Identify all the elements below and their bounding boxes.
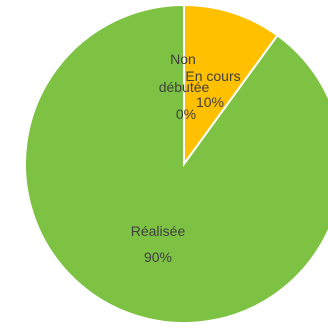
label-realisee-name: Réalisée — [131, 223, 186, 239]
label-non-debutee-value: 0% — [176, 106, 196, 122]
label-en-cours-value: 10% — [196, 94, 224, 110]
slice-realisee — [24, 3, 328, 324]
pie-labels: Non débutée 0% En cours 10% Réalisée 90% — [131, 51, 241, 265]
label-non-debutee-name2: débutée — [159, 79, 210, 95]
label-realisee-value: 90% — [144, 249, 172, 265]
pie-slices — [24, 3, 328, 324]
label-non-debutee-name1: Non — [170, 51, 196, 67]
label-en-cours-name: En cours — [185, 68, 240, 84]
slice-en-cours — [183, 3, 279, 168]
